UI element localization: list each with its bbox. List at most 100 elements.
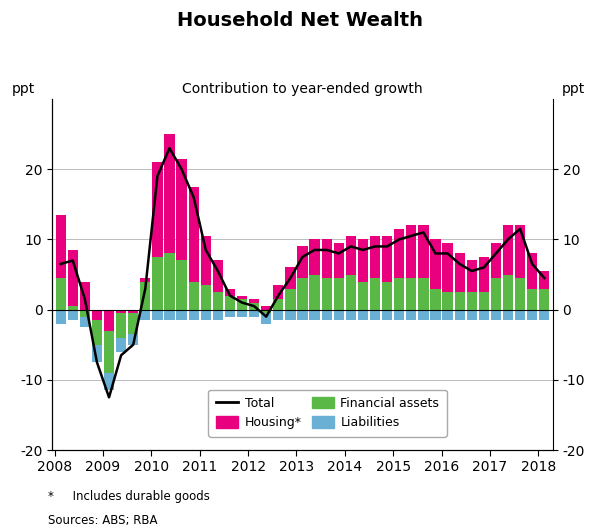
Bar xyxy=(455,310,465,320)
Bar xyxy=(310,275,320,310)
Bar xyxy=(467,310,477,320)
Bar xyxy=(298,246,308,278)
Bar xyxy=(200,310,211,320)
Bar xyxy=(56,215,66,278)
Bar xyxy=(92,320,102,345)
Bar xyxy=(116,310,126,313)
Bar xyxy=(479,292,489,310)
Bar xyxy=(418,226,428,278)
Bar xyxy=(491,278,501,310)
Bar xyxy=(310,310,320,320)
Bar xyxy=(382,281,392,310)
Bar xyxy=(68,310,78,320)
Text: *     Includes durable goods: * Includes durable goods xyxy=(48,490,210,503)
Bar xyxy=(128,313,139,334)
Bar xyxy=(152,257,163,310)
Bar xyxy=(213,310,223,320)
Bar xyxy=(370,278,380,310)
Bar xyxy=(491,243,501,278)
Bar xyxy=(455,292,465,310)
Bar xyxy=(346,275,356,310)
Bar xyxy=(164,134,175,253)
Bar xyxy=(467,292,477,310)
Bar xyxy=(370,236,380,278)
Bar xyxy=(213,261,223,292)
Bar xyxy=(200,236,211,285)
Bar xyxy=(237,299,247,310)
Bar xyxy=(382,236,392,281)
Bar xyxy=(322,239,332,278)
Bar xyxy=(503,310,513,320)
Bar xyxy=(225,288,235,296)
Bar xyxy=(225,296,235,310)
Bar xyxy=(237,310,247,317)
Bar xyxy=(273,285,283,299)
Bar xyxy=(128,310,139,313)
Bar xyxy=(128,334,139,345)
Bar xyxy=(358,281,368,310)
Bar xyxy=(322,310,332,320)
Bar xyxy=(225,310,235,317)
Bar xyxy=(370,310,380,320)
Bar xyxy=(176,159,187,261)
Bar xyxy=(346,236,356,275)
Bar xyxy=(394,278,404,310)
Bar xyxy=(261,313,271,323)
Bar xyxy=(430,310,440,320)
Bar xyxy=(80,281,90,310)
Bar xyxy=(430,239,440,288)
Bar xyxy=(56,278,66,310)
Bar xyxy=(285,288,296,310)
Bar xyxy=(68,250,78,306)
Bar xyxy=(176,310,187,320)
Text: Household Net Wealth: Household Net Wealth xyxy=(177,11,423,30)
Bar xyxy=(273,299,283,310)
Bar xyxy=(140,278,151,281)
Bar xyxy=(188,187,199,281)
Text: ppt: ppt xyxy=(562,81,586,96)
Bar xyxy=(442,243,453,292)
Bar xyxy=(418,310,428,320)
Bar xyxy=(249,299,259,303)
Bar xyxy=(116,313,126,338)
Bar xyxy=(479,310,489,320)
Bar xyxy=(479,257,489,292)
Bar xyxy=(406,310,416,320)
Bar xyxy=(261,310,271,313)
Bar xyxy=(467,261,477,292)
Bar xyxy=(104,331,114,373)
Bar xyxy=(213,292,223,310)
Bar xyxy=(442,292,453,310)
Bar xyxy=(249,303,259,310)
Legend: Total, Housing*, Financial assets, Liabilities: Total, Housing*, Financial assets, Liabi… xyxy=(208,389,447,437)
Bar xyxy=(406,278,416,310)
Bar xyxy=(358,310,368,320)
Bar xyxy=(334,243,344,278)
Bar xyxy=(455,253,465,292)
Bar xyxy=(56,310,66,323)
Bar xyxy=(334,278,344,310)
Bar xyxy=(406,226,416,278)
Bar xyxy=(442,310,453,320)
Bar xyxy=(68,306,78,310)
Bar xyxy=(298,278,308,310)
Bar xyxy=(334,310,344,320)
Bar xyxy=(285,268,296,288)
Bar xyxy=(491,310,501,320)
Bar xyxy=(140,281,151,310)
Bar xyxy=(80,310,90,317)
Bar xyxy=(527,288,538,310)
Bar xyxy=(104,373,114,390)
Bar xyxy=(382,310,392,320)
Bar xyxy=(527,310,538,320)
Bar xyxy=(176,261,187,310)
Bar xyxy=(539,310,550,320)
Bar xyxy=(394,229,404,278)
Bar xyxy=(140,310,151,320)
Bar xyxy=(249,310,259,317)
Bar xyxy=(515,278,525,310)
Bar xyxy=(188,281,199,310)
Bar xyxy=(273,310,283,320)
Title: Contribution to year-ended growth: Contribution to year-ended growth xyxy=(182,82,423,96)
Bar xyxy=(188,310,199,320)
